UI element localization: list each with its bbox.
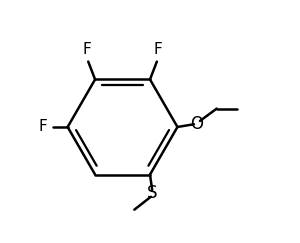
Text: F: F	[82, 43, 91, 58]
Text: S: S	[147, 184, 158, 202]
Text: F: F	[38, 120, 47, 134]
Text: F: F	[154, 43, 163, 58]
Text: O: O	[190, 115, 202, 133]
